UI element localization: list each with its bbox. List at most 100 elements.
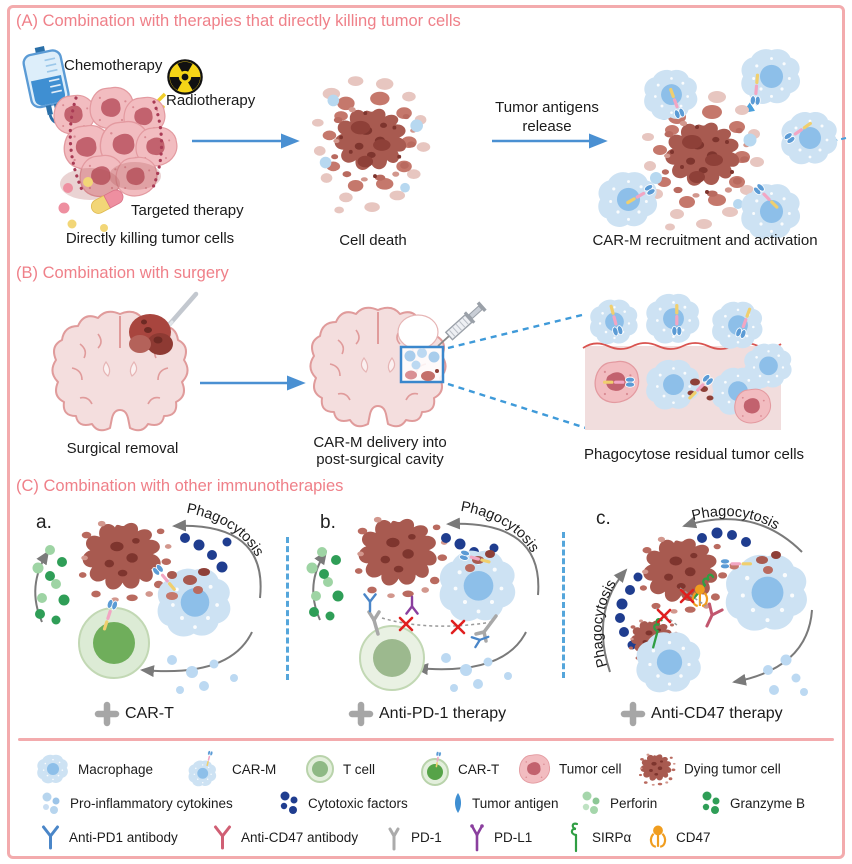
cd47-icon [649, 824, 667, 848]
pd-1-icon [388, 827, 400, 851]
cell-death-cluster-illustration [312, 68, 438, 226]
phagocytosis-label: Phagocytosis [185, 501, 266, 559]
zoom-callout-line-bottom [447, 382, 587, 430]
anti-pd1-antibody-icon [362, 592, 378, 613]
legend-separator [18, 738, 834, 741]
phagocytosis-label-top: Phagocytosis [690, 504, 782, 533]
tumor-antigen-icon [454, 793, 462, 813]
legend-item-t-cell: T cell [305, 754, 375, 784]
perforin-granzyme-dots [32, 545, 70, 625]
blocked-interaction-line [655, 587, 707, 627]
car-t-caption: CAR-T [96, 703, 174, 725]
legend-item-cd47: CD47 [648, 824, 711, 849]
radiotherapy-label: Radiotherapy [166, 92, 256, 109]
brain-tumor-icon [129, 314, 173, 355]
panel-a-title: (A) Combination with therapies that dire… [16, 12, 461, 30]
panel-b-step1-caption: Surgical removal [66, 440, 179, 457]
engulfed-debris [166, 568, 210, 600]
anti-pd1-antibody-icon [40, 824, 61, 850]
subpanel-c-letter: c. [596, 508, 611, 529]
car-m-icon [188, 750, 217, 787]
svg-text:Phagocytosis: Phagocytosis [590, 577, 620, 669]
panel-b-title: (B) Combination with surgery [16, 264, 229, 282]
subpanel-divider-2 [562, 532, 565, 678]
cytotoxic-factor-dots [615, 527, 751, 650]
svg-text:Phagocytosis: Phagocytosis [459, 499, 542, 556]
sirp-alpha-icon [570, 822, 579, 853]
cytotoxic-factors-icon [280, 791, 298, 814]
legend-item-macrophage: Macrophage [36, 753, 153, 785]
legend-item-pd-l1: PD-L1 [468, 823, 532, 852]
blocked-x-icon [656, 588, 695, 624]
dying-tumor-cell-icon [639, 536, 728, 614]
subpanel-c-illustration: c. Phagocytosis Phagocytosis [590, 504, 813, 696]
cytokine-dots [763, 654, 808, 696]
plus-icon [96, 703, 118, 725]
cytotoxic-factor-dots [180, 533, 232, 573]
granzyme-b-icon [702, 791, 720, 814]
pd-l1-icon [470, 824, 484, 852]
subpanel-a-letter: a. [36, 512, 52, 533]
svg-text:Phagocytosis: Phagocytosis [185, 501, 266, 559]
plus-icon [350, 703, 372, 725]
legend-item-perforin: Perforin [580, 791, 657, 815]
pd-l1-icon [404, 595, 420, 616]
panel-b-step2-caption: CAR-M delivery into post-surgical cavity [313, 434, 447, 468]
perforin-granzyme-dots [306, 547, 344, 621]
dying-tumor-cell-icon [78, 520, 172, 603]
dying-tumor-cell-icon [354, 516, 448, 599]
legend-item-dying-tumor-cell: Dying tumor cell [638, 753, 781, 786]
car-t-icon [421, 751, 449, 786]
brain-surgical-removal-illustration [51, 291, 199, 432]
dying-tumor-cell-icon [639, 753, 676, 786]
figure-frame [7, 5, 845, 859]
subpanel-a-illustration: a. Phagocytosis [32, 501, 267, 694]
panel-a-step3-caption: CAR-M recruitment and activation [592, 232, 818, 249]
blocked-interaction-line [381, 617, 493, 627]
anti-cd47-caption: Anti-CD47 therapy [622, 703, 783, 725]
legend-item-pd-1: PD-1 [385, 824, 442, 851]
pd-1-receptor-macrophage [474, 614, 498, 643]
legend-item-tumor-cell: Tumor cell [518, 754, 622, 785]
targeted-therapy-pills-icon [58, 177, 126, 232]
brain-car-m-delivery-illustration [309, 299, 489, 428]
legend-item-sirp-alpha: SIRPα [568, 822, 631, 853]
t-cell-icon [359, 625, 425, 691]
tumor-cell-icon [519, 754, 551, 784]
zoom-callout-line-top [447, 312, 587, 350]
syringe-icon [432, 299, 489, 353]
panel-a-step2-caption: Cell death [339, 232, 407, 249]
plus-icon [622, 703, 644, 725]
delivery-highlight-box [399, 345, 445, 384]
phagocytosis-label: Phagocytosis [459, 499, 542, 556]
panel-b-step3-caption: Phagocytose residual tumor cells [583, 446, 805, 463]
panel-a-step1-caption: Directly killing tumor cells [65, 230, 235, 247]
phagocytosis-detail-illustration [582, 293, 792, 430]
car-t-cell-icon [78, 598, 150, 679]
t-cell-icon [306, 755, 334, 783]
pro-inflammatory-cytokines-icon [42, 792, 60, 814]
legend-item-anti-cd47-antibody: Anti-CD47 antibody [212, 824, 358, 850]
resection-cavity [397, 314, 439, 350]
panel-c-title: (C) Combination with other immunotherapi… [16, 477, 344, 495]
legend-item-cytotoxic-factors: Cytotoxic factors [278, 791, 408, 815]
blocked-x-icon [398, 616, 466, 635]
pd-1-receptor [367, 610, 381, 636]
legend-item-tumor-antigen: Tumor antigen [452, 792, 559, 814]
svg-text:Phagocytosis: Phagocytosis [690, 504, 782, 533]
subpanel-b-letter: b. [320, 512, 336, 533]
legend-item-pro-inflammatory-cytokines: Pro-inflammatory cytokines [40, 791, 233, 815]
chemotherapy-label: Chemotherapy [64, 57, 163, 74]
legend-item-granzyme-b: Granzyme B [700, 791, 805, 815]
cytokine-dots [167, 655, 238, 694]
legend-item-car-m: CAR-M [186, 749, 276, 789]
engulfed-debris [729, 551, 781, 574]
subpanel-divider-1 [286, 537, 289, 680]
legend-item-car-t: CAR-T [420, 751, 499, 787]
legend-item-anti-pd1-antibody: Anti-PD1 antibody [40, 824, 178, 850]
perforin-icon [582, 791, 600, 814]
cytokine-dots [441, 653, 512, 692]
targeted-therapy-label: Targeted therapy [131, 202, 244, 219]
subpanel-b-illustration: b. Phagocytosis [306, 499, 542, 692]
